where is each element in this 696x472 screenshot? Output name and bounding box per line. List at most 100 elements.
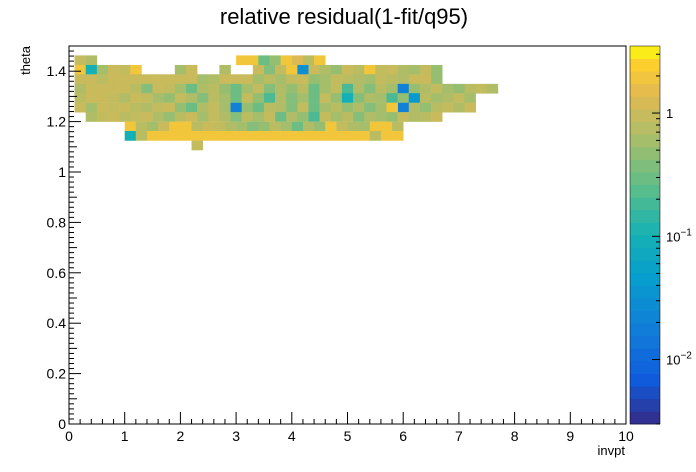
heatmap-cell bbox=[314, 121, 326, 132]
heatmap-cell bbox=[263, 93, 276, 103]
heatmap-cell bbox=[191, 140, 203, 151]
heatmap-cell bbox=[252, 83, 265, 94]
colorbar-band bbox=[630, 46, 660, 59]
heatmap-cell bbox=[364, 102, 376, 113]
colorbar-band bbox=[630, 197, 660, 211]
heatmap-cell bbox=[185, 93, 198, 103]
heatmap-cell bbox=[141, 74, 153, 85]
heatmap-cell bbox=[224, 121, 237, 132]
colorbar-band bbox=[630, 386, 660, 400]
heatmap-cell bbox=[464, 102, 476, 113]
heatmap-cell bbox=[107, 74, 120, 85]
heatmap-cell bbox=[375, 102, 387, 113]
heatmap-cell bbox=[330, 93, 343, 103]
heatmap-cell bbox=[241, 112, 254, 122]
heatmap-cell bbox=[152, 83, 164, 94]
heatmap-cell bbox=[330, 74, 343, 85]
heatmap-cell bbox=[146, 121, 159, 132]
heatmap-cell bbox=[286, 102, 298, 113]
heatmap-cell bbox=[263, 64, 276, 75]
heatmap-cell bbox=[330, 102, 343, 113]
heatmap-cell bbox=[308, 83, 320, 94]
colorbar-band bbox=[630, 146, 660, 160]
heatmap-cell bbox=[286, 112, 298, 122]
y-tick-label: 0.6 bbox=[47, 265, 67, 281]
heatmap-cell bbox=[275, 64, 287, 75]
heatmap-cell bbox=[119, 112, 131, 122]
heatmap-cell bbox=[174, 93, 187, 103]
colorbar-band bbox=[630, 361, 660, 374]
heatmap-cell bbox=[208, 102, 220, 113]
heatmap-cell bbox=[275, 112, 287, 122]
y-tick-label: 0.8 bbox=[47, 214, 67, 230]
colorbar-band bbox=[630, 159, 660, 173]
heatmap-cell bbox=[219, 93, 231, 103]
heatmap-cell bbox=[369, 121, 382, 132]
heatmap-cell bbox=[353, 112, 365, 122]
x-axis-title: invpt bbox=[598, 443, 626, 458]
colorbar-band bbox=[630, 335, 660, 349]
heatmap-cell bbox=[291, 121, 304, 132]
heatmap-cell bbox=[130, 93, 142, 103]
heatmap-cell bbox=[236, 55, 248, 66]
heatmap-cell bbox=[353, 102, 365, 113]
heatmap-cell bbox=[197, 93, 209, 103]
colorbar-band bbox=[630, 134, 660, 148]
heatmap-cell bbox=[241, 93, 254, 103]
heatmap-cell bbox=[185, 64, 198, 75]
heatmap-cell bbox=[375, 64, 387, 75]
colorbar-label: 10−2 bbox=[666, 351, 692, 368]
heatmap-cell bbox=[408, 64, 421, 75]
heatmap-cell bbox=[286, 74, 298, 85]
heatmap-cell bbox=[408, 74, 421, 85]
heatmap-cell bbox=[314, 55, 326, 66]
heatmap-cell bbox=[319, 93, 332, 103]
heatmap-cell bbox=[297, 83, 309, 94]
heatmap-cell bbox=[358, 121, 371, 132]
heatmap-cell bbox=[208, 93, 220, 103]
heatmap-cell bbox=[419, 102, 432, 113]
heatmap-cell bbox=[431, 64, 443, 75]
x-tick-label: 9 bbox=[566, 428, 574, 444]
heatmap-cell bbox=[330, 112, 343, 122]
heatmap-cell bbox=[280, 55, 293, 66]
y-tick-label: 1 bbox=[58, 164, 66, 180]
heatmap-cell bbox=[431, 93, 443, 103]
heatmap-cell bbox=[96, 74, 109, 85]
heatmap-cell bbox=[453, 93, 465, 103]
colorbar-band bbox=[630, 71, 660, 85]
heatmap-cell bbox=[163, 74, 176, 85]
heatmap-cell bbox=[258, 121, 270, 132]
y-axis-title: theta bbox=[18, 45, 33, 75]
heatmap-cell bbox=[308, 112, 320, 122]
heatmap-cell bbox=[152, 74, 164, 85]
heatmap-cell bbox=[353, 74, 365, 85]
x-tick-label: 10 bbox=[618, 428, 634, 444]
heatmap-cell bbox=[141, 83, 153, 94]
y-axis: 0 0.2 0.4 0.6 0.8 1 1.2 1.4 bbox=[47, 45, 81, 432]
heatmap-cell bbox=[302, 55, 315, 66]
heatmap-cell bbox=[275, 74, 287, 85]
colorbar-label-exponent: −1 bbox=[680, 227, 692, 238]
heatmap-cell bbox=[163, 102, 176, 113]
heatmap-cell bbox=[85, 64, 98, 75]
heatmap-cell bbox=[364, 93, 376, 103]
heatmap-cell bbox=[174, 74, 187, 85]
heatmap-cell bbox=[369, 130, 382, 141]
heatmap-cell bbox=[397, 64, 410, 75]
heatmap-cell bbox=[319, 83, 332, 94]
heatmap-cell bbox=[397, 102, 410, 113]
heatmap-cell bbox=[119, 64, 131, 75]
heatmap-cell bbox=[269, 55, 281, 66]
heatmap-cell bbox=[336, 121, 348, 132]
heatmap-cell bbox=[464, 93, 476, 103]
heatmap-cell bbox=[130, 74, 142, 85]
heatmap-cell bbox=[85, 93, 98, 103]
heatmap-cell bbox=[297, 112, 309, 122]
heatmap-cell bbox=[386, 64, 398, 75]
heatmap-cell bbox=[163, 83, 176, 94]
heatmap-cell bbox=[397, 83, 410, 94]
heatmap-cell bbox=[74, 93, 87, 103]
heatmap-cell bbox=[419, 112, 432, 122]
